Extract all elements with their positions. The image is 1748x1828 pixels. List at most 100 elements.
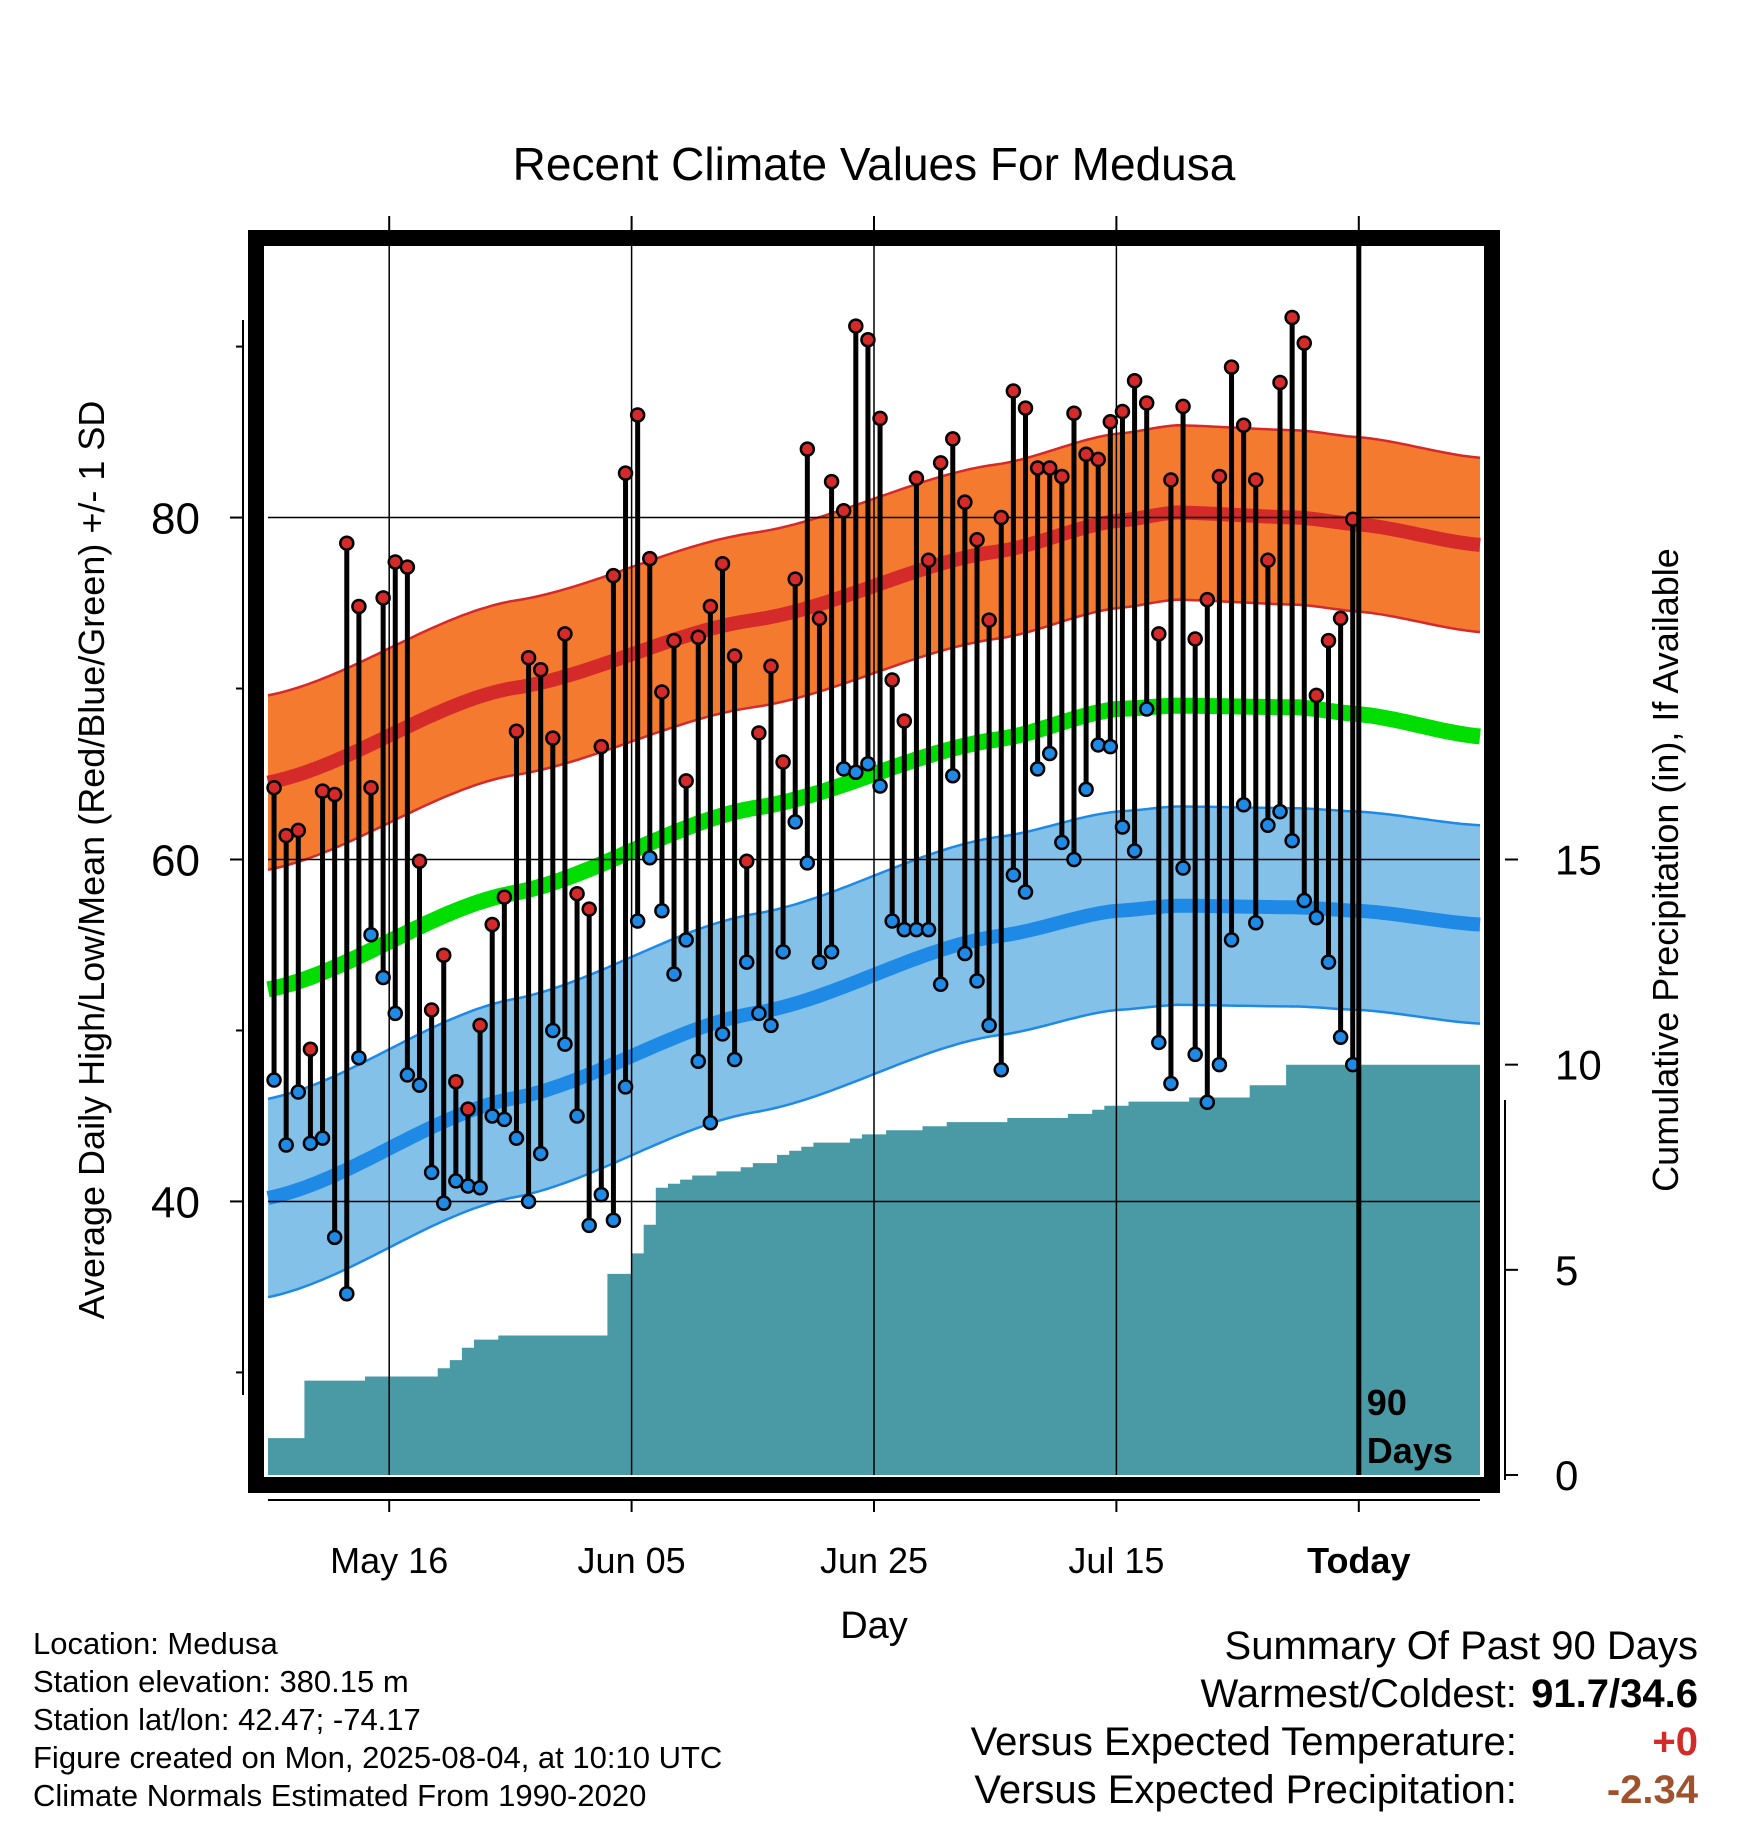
daily-low-point-70 [1114,819,1131,835]
daily-low-point-41 [763,1017,779,1034]
daily-high-point-30 [629,407,646,423]
daily-high-point-82 [1260,552,1276,569]
daily-low-point-26 [581,1217,597,1234]
daily-high-point-19 [496,889,513,905]
y2-tick-label-1: 5 [1555,1247,1578,1294]
daily-high-point-42 [775,754,791,770]
daily-low-point-51 [884,913,900,929]
daily-high-point-32 [654,684,670,700]
y2-axis-label: Cumulative Precipitation (in), If Availa… [1645,548,1686,1192]
daily-high-point-87 [1320,632,1337,649]
daily-high-point-48 [848,318,864,334]
daily-high-point-86 [1308,687,1325,704]
daily-high-point-64 [1041,460,1058,476]
daily-high-point-81 [1248,472,1264,488]
daily-low-point-62 [1017,884,1034,900]
x-tick-label-1: Jun 05 [578,1540,686,1581]
daily-low-point-40 [751,1005,767,1022]
daily-high-point-34 [678,773,694,789]
daily-low-point-83 [1272,803,1288,820]
daily-high-point-6 [339,535,355,551]
chart-title: Recent Climate Values For Medusa [513,138,1236,190]
daily-high-point-37 [714,555,731,572]
daily-high-point-69 [1102,414,1119,430]
daily-low-point-78 [1211,1056,1228,1073]
daily-low-point-58 [969,973,985,989]
daily-low-point-49 [860,756,876,772]
daily-low-point-66 [1066,851,1082,868]
daily-high-point-79 [1223,359,1240,375]
temp-value: +0 [1652,1720,1698,1764]
daily-low-point-19 [496,1111,513,1128]
plot-frame: 90 Days [248,230,1500,1493]
daily-low-point-9 [375,969,391,986]
daily-high-point-14 [435,947,452,963]
daily-low-point-43 [787,814,803,830]
daily-low-point-71 [1126,843,1143,859]
x-tick-label-2: Jun 25 [820,1540,928,1581]
daily-high-point-22 [532,661,549,678]
daily-low-point-35 [690,1053,707,1069]
daily-points [266,309,1361,1302]
daily-high-point-51 [884,672,900,688]
daily-high-point-44 [799,441,816,457]
daily-high-point-16 [460,1101,476,1117]
daily-high-point-23 [545,730,561,746]
daily-low-point-72 [1138,701,1155,717]
daily-low-point-80 [1235,797,1252,813]
daily-high-point-66 [1066,405,1082,422]
daily-low-point-23 [545,1022,561,1039]
created-text: Figure created on Mon, 2025-08-04, at 10… [33,1740,723,1775]
warmest-row: Warmest/Coldest: 91.7/34.6 [971,1670,1699,1718]
today-marker-label-1: Days [1367,1430,1453,1471]
station-info: Location: Medusa Station elevation: 380.… [33,1625,722,1815]
daily-low-point-59 [981,1017,997,1034]
daily-high-point-9 [375,590,391,606]
daily-high-point-60 [993,509,1010,526]
daily-high-point-2 [290,822,307,839]
daily-low-point-5 [326,1229,343,1246]
daily-low-point-84 [1284,832,1300,849]
daily-low-point-31 [642,850,658,866]
daily-high-point-83 [1272,374,1288,391]
daily-low-point-76 [1187,1046,1203,1063]
daily-low-point-86 [1308,909,1325,926]
warmest-value: 91.7/34.6 [1531,1672,1698,1716]
axes: 40 60 80 May 16 Jun 05 Jun 25 Jul 15 Today 0 5 10 1… [151,216,1602,1581]
daily-high-point-72 [1138,395,1155,411]
daily-low-point-16 [460,1178,476,1194]
daily-low-point-65 [1054,834,1070,851]
daily-high-point-54 [920,552,937,569]
daily-high-point-28 [605,567,622,584]
daily-high-point-74 [1163,472,1179,488]
daily-high-point-24 [557,626,573,642]
x-tick-label-0: May 16 [330,1540,448,1581]
daily-low-point-37 [714,1026,731,1042]
summary-title: Summary Of Past 90 Days [1224,1624,1698,1668]
daily-high-point-70 [1114,403,1131,420]
daily-low-point-73 [1151,1034,1167,1051]
y2-tick-label-2: 10 [1555,1042,1602,1089]
daily-high-point-56 [945,431,961,447]
daily-high-point-18 [484,916,500,933]
y-tick-label-2: 80 [151,495,200,544]
daily-low-point-10 [387,1005,404,1022]
daily-low-point-56 [945,767,961,784]
daily-high-point-11 [399,559,416,575]
daily-high-point-88 [1332,610,1349,627]
daily-low-point-1 [278,1137,294,1153]
daily-ranges [271,317,1356,1294]
daily-low-point-67 [1078,781,1094,798]
daily-high-point-35 [690,629,707,645]
daily-high-point-39 [738,853,755,869]
daily-high-point-78 [1211,468,1228,485]
daily-high-point-0 [266,779,282,796]
daily-low-point-81 [1248,915,1264,931]
daily-high-point-85 [1296,335,1313,351]
daily-high-point-62 [1017,400,1034,416]
daily-high-point-29 [617,465,634,481]
daily-high-point-84 [1284,309,1300,326]
daily-high-point-7 [351,598,367,615]
daily-high-point-21 [520,650,537,666]
temp-row: Versus Expected Temperature: +0 [971,1718,1698,1766]
